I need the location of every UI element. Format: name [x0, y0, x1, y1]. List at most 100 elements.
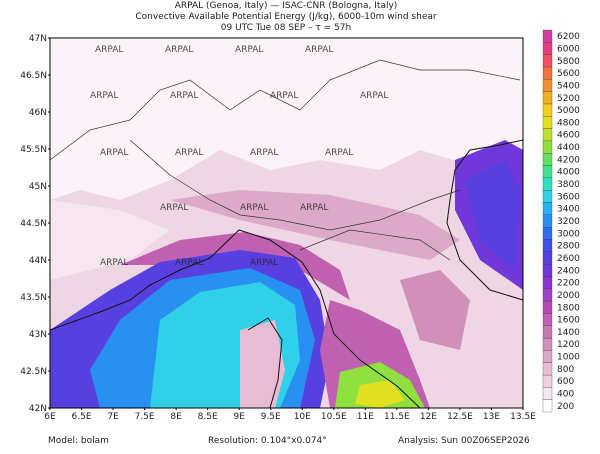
lon-tick-label: 6E	[44, 412, 56, 422]
colorbar-label: 1000	[557, 353, 580, 363]
lat-tick-label: 46.5N	[20, 71, 47, 81]
lat-tick-label: 44N	[29, 256, 47, 266]
watermark: ARPAL	[235, 45, 263, 55]
colorbar-segment	[542, 263, 553, 277]
colorbar-label: 6000	[557, 44, 580, 54]
colorbar-label: 2400	[557, 266, 580, 276]
watermark: ARPAL	[170, 91, 198, 101]
colorbar-segment	[542, 350, 553, 363]
colorbar-label: 200	[557, 402, 574, 412]
colorbar-label: 4400	[557, 143, 580, 153]
header-line: 09 UTC Tue 08 SEP – τ = 57h	[221, 23, 351, 33]
colorbar-label: 2600	[557, 254, 580, 264]
colorbar-label: 4000	[557, 168, 580, 178]
lat-tick-label: 43.5N	[20, 293, 47, 303]
colorbar-segment	[542, 300, 553, 314]
footer-resolution: Resolution: 0.104°x0.074°	[208, 436, 327, 446]
colorbar-label: 1200	[557, 340, 580, 350]
colorbar-segment	[542, 66, 553, 80]
colorbar-segment	[542, 202, 553, 215]
colorbar-label: 3800	[557, 180, 580, 190]
watermark: ARPAL	[325, 148, 353, 158]
colorbar-label: 2200	[557, 279, 580, 289]
lon-tick-label: 6.5E	[72, 412, 92, 422]
header-line: Convective Available Potential Energy (J…	[135, 12, 436, 22]
colorbar-segment	[542, 337, 553, 351]
watermark: ARPAL	[160, 203, 188, 213]
colorbar-segment	[542, 165, 553, 179]
lon-tick-label: 13E	[483, 412, 500, 422]
lon-tick-label: 10E	[294, 412, 311, 422]
lat-tick-label: 46N	[29, 108, 47, 118]
watermark: ARPAL	[175, 148, 203, 158]
colorbar-segment	[542, 288, 553, 302]
lon-tick-label: 9E	[233, 412, 245, 422]
colorbar-label: 5000	[557, 106, 580, 116]
colorbar-segment	[542, 276, 553, 289]
lon-tick-label: 11.5E	[384, 412, 410, 422]
colorbar-segment	[542, 128, 553, 142]
colorbar-label: 3600	[557, 192, 580, 202]
colorbar-label: 600	[557, 377, 574, 387]
colorbar-label: 400	[557, 390, 574, 400]
colorbar-segment	[542, 42, 553, 55]
lon-tick-label: 7E	[107, 412, 119, 422]
watermark: ARPAL	[250, 148, 278, 158]
footer-model: Model: bolam	[48, 436, 109, 446]
colorbar-segment	[542, 313, 553, 326]
lon-tick-label: 7.5E	[135, 412, 155, 422]
colorbar-segment	[542, 91, 553, 105]
colorbar-label: 1800	[557, 303, 580, 313]
colorbar-segment	[542, 29, 553, 43]
lat-tick-label: 45.5N	[20, 145, 47, 155]
colorbar-label: 3400	[557, 205, 580, 215]
lon-tick-label: 12.5E	[447, 412, 473, 422]
colorbar-label: 5600	[557, 69, 580, 79]
colorbar-segment	[542, 399, 553, 413]
colorbar-segment	[542, 54, 553, 68]
colorbar-label: 5400	[557, 81, 580, 91]
lat-tick-label: 45N	[29, 182, 47, 192]
colorbar-label: 2800	[557, 242, 580, 252]
lat-tick-label: 42.5N	[20, 367, 47, 377]
colorbar-segment	[542, 362, 553, 376]
colorbar-segment	[542, 153, 553, 166]
colorbar-segment	[542, 239, 553, 252]
colorbar-label: 3200	[557, 217, 580, 227]
lon-tick-label: 13.5E	[510, 412, 536, 422]
lat-tick-label: 43N	[29, 330, 47, 340]
lat-tick-label: 42N	[29, 404, 47, 414]
colorbar-label: 5200	[557, 94, 580, 104]
lon-tick-label: 11E	[357, 412, 374, 422]
colorbar-label: 4200	[557, 155, 580, 165]
footer-analysis: Analysis: Sun 00Z06SEP2026	[398, 436, 530, 446]
colorbar-label: 4800	[557, 118, 580, 128]
lat-tick-label: 44.5N	[20, 219, 47, 229]
colorbar-label: 1600	[557, 316, 580, 326]
watermark: ARPAL	[305, 45, 333, 55]
colorbar-segment	[542, 190, 553, 203]
colorbar-label: 5800	[557, 57, 580, 67]
map-field	[49, 37, 524, 409]
colorbar-label: 800	[557, 365, 574, 375]
colorbar-label: 2000	[557, 291, 580, 301]
colorbar-segment	[542, 374, 553, 388]
watermark: ARPAL	[165, 45, 193, 55]
colorbar-segment	[542, 227, 553, 240]
colorbar-segment	[542, 387, 553, 400]
lon-tick-label: 8.5E	[198, 412, 218, 422]
colorbar-segment	[542, 140, 553, 154]
lon-tick-label: 8E	[170, 412, 182, 422]
colorbar-segment	[542, 214, 553, 228]
colorbar-segment	[542, 79, 553, 92]
lon-tick-label: 9.5E	[261, 412, 281, 422]
colorbar-segment	[542, 325, 553, 339]
watermark: ARPAL	[270, 91, 298, 101]
watermark: ARPAL	[175, 258, 203, 268]
watermark: ARPAL	[300, 203, 328, 213]
colorbar-label: 6200	[557, 32, 580, 42]
colorbar-label: 3000	[557, 229, 580, 239]
colorbar-label: 4600	[557, 131, 580, 141]
watermark: ARPAL	[250, 258, 278, 268]
